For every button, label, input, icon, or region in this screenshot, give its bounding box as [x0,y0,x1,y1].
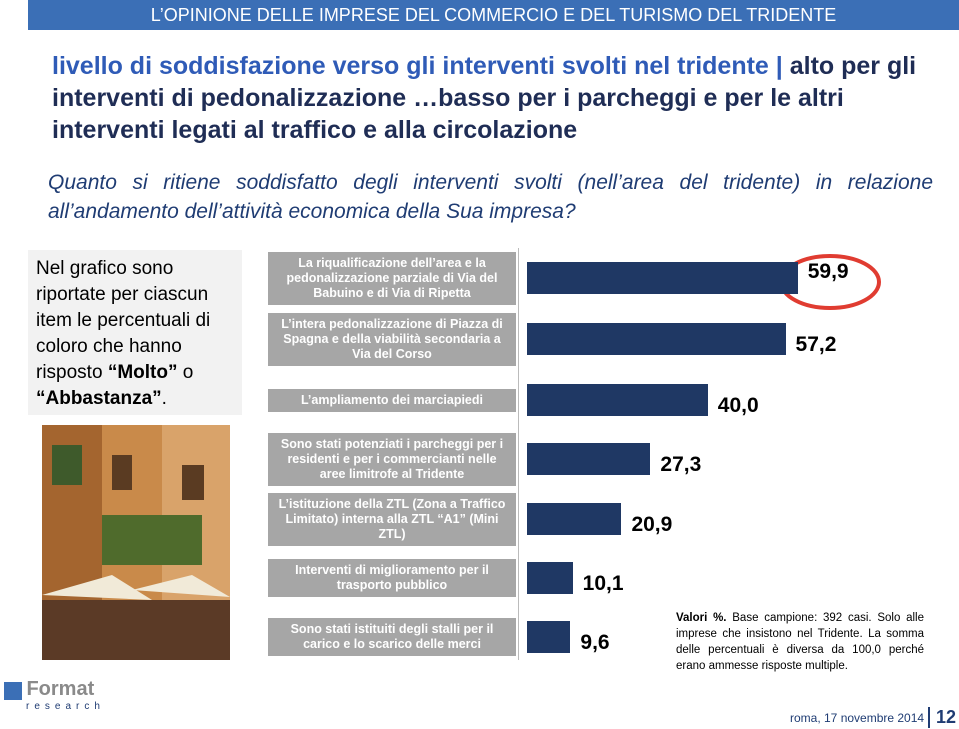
value-label: 20,9 [631,513,673,536]
category-label: L’istituzione della ZTL (Zona a Traffico… [268,492,516,546]
value-label: 10,1 [582,572,624,595]
category-label: L’ampliamento dei marciapiedi [268,388,516,412]
note-bold: “Abbastanza” [36,388,162,409]
category-label-box: L’istituzione della ZTL (Zona a Traffico… [268,484,516,554]
category-label-box: Interventi di miglioramento per il trasp… [268,543,516,613]
category-label: Interventi di miglioramento per il trasp… [268,559,516,597]
logo-name: Format [26,678,95,700]
category-label-box: Sono stati potenziati i parcheggi per i … [268,424,516,494]
axis-line [518,248,519,660]
note: Nel grafico sono riportate per ciascun i… [28,250,242,415]
note-bold: “Molto” [107,362,178,383]
note-text: Nel grafico sono riportate per ciascun i… [36,258,211,383]
category-label-box: L’intera pedonalizzazione di Piazza di S… [268,304,516,374]
title-highlight: alto per gli interventi di pedonalizzazi… [52,52,917,144]
category-label: L’intera pedonalizzazione di Piazza di S… [268,312,516,366]
category-label: Sono stati potenziati i parcheggi per i … [268,432,516,486]
value-label: 57,2 [795,333,837,356]
question: Quanto si ritiene soddisfatto degli inte… [48,171,933,223]
category-label-box: La riqualificazione dell’area e la pedon… [268,243,516,313]
note-text: o [177,362,194,383]
value-label: 27,3 [660,453,702,476]
photo [42,425,230,660]
category-label: La riqualificazione dell’area e la pedon… [268,251,516,305]
bar [527,384,708,416]
bar [527,323,786,355]
category-label-box: Sono stati istituiti degli stalli per il… [268,602,516,672]
title-main: livello di soddisfazione verso gli inter… [52,52,790,80]
title: livello di soddisfazione verso gli inter… [52,50,932,146]
footnote-text: Base campione: 392 casi. Solo alle impre… [676,612,924,672]
value-label: 59,9 [807,260,849,283]
page-number: 12 [928,707,956,728]
date: roma, 17 novembre 2014 [790,711,925,725]
banner: L’OPINIONE DELLE IMPRESE DEL COMMERCIO E… [28,0,959,30]
value-label: 40,0 [717,394,759,417]
category-label-box: L’ampliamento dei marciapiedi [268,365,516,435]
bar [527,443,651,475]
bar [527,262,798,294]
bar [527,503,622,535]
footnote-bold: Valori %. [676,612,727,624]
bar [527,562,573,594]
logo-sub: research [26,701,105,712]
bar [527,621,571,653]
category-label: Sono stati istituiti degli stalli per il… [268,618,516,656]
value-label: 9,6 [580,631,610,654]
footnote: Valori %. Base campione: 392 casi. Solo … [676,610,924,674]
note-text: . [161,388,167,409]
logo: Format research [4,678,105,712]
